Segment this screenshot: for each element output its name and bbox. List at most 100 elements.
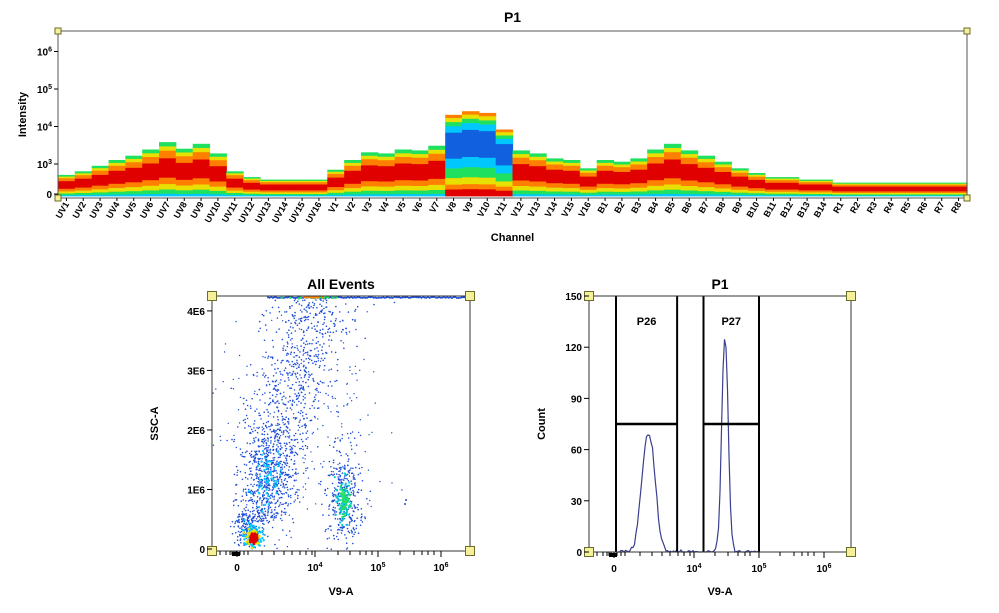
scatter-point [289,339,292,341]
scatter-point [277,419,279,421]
scatter-point [277,388,279,391]
scatter-point [272,448,275,451]
scatter-point [258,469,261,471]
scatter-point [245,506,247,509]
scatter-point [266,408,268,411]
histogram-x-tick-label: 106 [816,563,831,575]
scatter-point [268,403,271,405]
scatter-point [237,505,240,507]
scatter-point [309,358,311,361]
scatter-point [280,412,283,415]
scatter-point [269,489,271,491]
scatter-point [292,327,294,329]
histogram-y-tick-label: 90 [571,394,583,405]
scatter-point [283,395,285,398]
heatmap-x-tick-label: B2 [612,200,626,215]
scatter-point [257,460,260,463]
scatter-point [294,418,297,420]
heatmap-column-v3 [361,152,379,197]
scatter-point [243,508,245,510]
scatter-point [244,509,247,512]
scatter-point [273,470,276,472]
scatter-point [294,372,296,375]
scatter-point [293,434,296,437]
scatter-point [264,514,267,517]
scatter-point [307,385,310,388]
scatter-point [277,367,279,370]
scatter-point [308,392,311,394]
scatter-point [267,478,270,480]
scatter-point [267,486,269,489]
heatmap-plot-frame [57,30,968,199]
scatter-point [247,425,250,427]
scatter-point [262,495,264,498]
scatter-point [302,395,305,398]
scatter-point [287,432,290,434]
scatter-point [300,339,303,342]
scatter-point [275,469,277,472]
heatmap-column-r3 [866,182,884,197]
scatter-point [280,514,283,516]
scatter-point [263,339,266,342]
scatter-point [255,507,258,510]
scatter-point [286,359,289,362]
scatter-point [282,433,285,435]
scatter-point [285,410,287,412]
heatmap-column-v4 [377,153,396,197]
scatter-point [288,455,291,458]
scatter-point [297,441,299,444]
scatter-point [253,439,255,442]
scatter-point [271,459,274,462]
scatter-point [253,456,255,458]
heatmap-x-tick-label: B4 [646,200,660,215]
histogram-x-tick-label: 0 [611,564,617,575]
scatter-point [313,355,316,357]
scatter-point [279,490,282,493]
scatter-point [323,307,325,310]
scatter-point [269,312,271,314]
scatter-point [264,462,267,465]
scatter-point [305,366,307,369]
heatmap-x-tick-label: B9 [730,200,744,215]
heatmap-column-b12 [781,177,800,197]
scatter-point [253,500,256,503]
scatter-point [287,423,290,425]
scatter-point [250,450,253,453]
scatter-point [294,322,297,325]
scatter-point [301,445,304,448]
scatter-point [292,521,295,524]
scatter-point [286,486,289,489]
scatter-point [268,487,271,490]
scatter-point [325,299,328,302]
scatter-point [347,311,350,313]
scatter-point [280,472,283,474]
scatter-point [310,359,313,362]
scatter-point [307,327,309,330]
scatter-point [269,494,272,497]
scatter-point [284,367,287,369]
scatter-point [301,411,304,414]
scatter-point [297,349,300,351]
scatter-point [273,437,276,440]
scatter-point [295,376,298,378]
scatter-point [284,477,287,480]
scatter-point [354,308,357,311]
gate-label-p27: P27 [721,316,741,328]
scatter-point [278,423,281,426]
scatter-point [292,363,295,366]
scatter-point [285,321,287,323]
scatter-point [277,306,280,309]
scatter-point [277,441,280,443]
scatter-point [277,493,280,496]
scatter-point [289,371,291,374]
resize-handle [846,291,856,301]
scatter-point [293,299,296,302]
scatter-point [339,311,341,313]
scatter-point [263,430,266,433]
scatter-point [279,456,281,459]
scatter-point [324,332,327,335]
scatter-point [258,426,261,429]
scatter-point [294,471,297,474]
scatter-point [295,381,297,384]
scatter-point [242,519,244,521]
